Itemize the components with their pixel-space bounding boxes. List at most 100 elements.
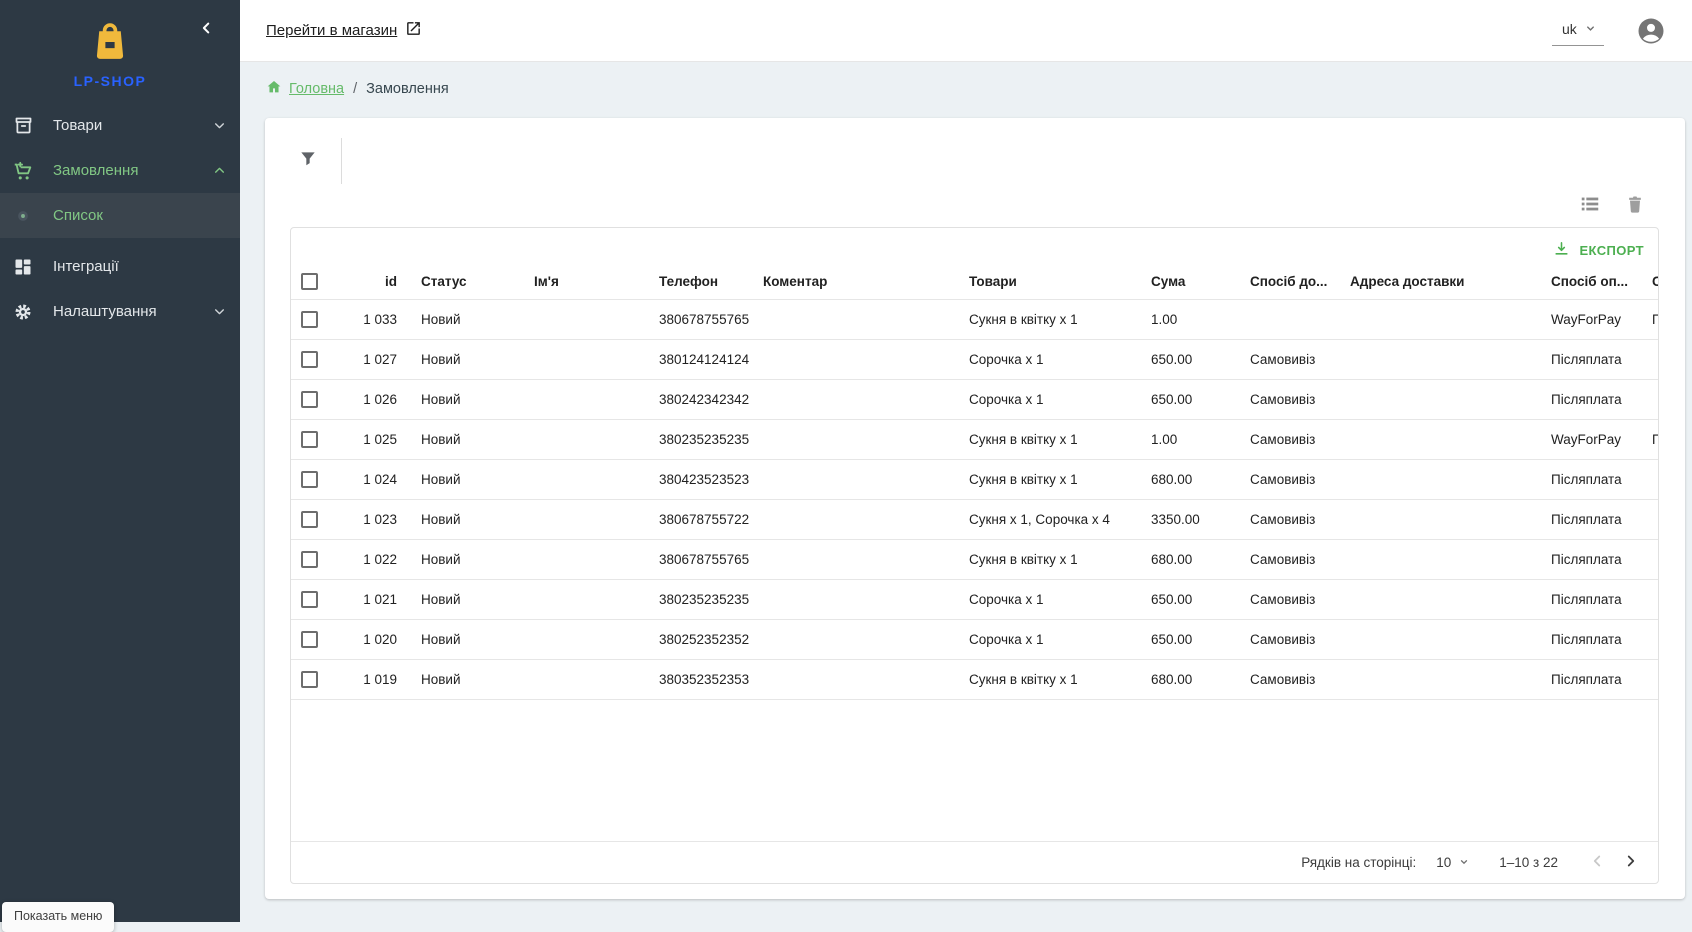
cell-payment_method: Післяплата	[1541, 539, 1642, 580]
row-checkbox[interactable]	[301, 350, 318, 368]
select-all-checkbox[interactable]	[301, 272, 318, 290]
cell-name	[524, 499, 649, 540]
cell-status: Новий	[411, 379, 524, 420]
filter-button[interactable]	[295, 148, 321, 174]
cell-products: Сукня в квітку x 1	[959, 539, 1141, 580]
export-button[interactable]: ЕКСПОРТ	[1553, 240, 1644, 260]
row-checkbox[interactable]	[301, 670, 318, 688]
sidebar-item-orders-list[interactable]: Список	[0, 193, 240, 238]
cell-status: Новий	[411, 579, 524, 620]
table-row[interactable]: 1 020 Новий 380252352352 Сорочка x 1 650.00 С…	[291, 619, 1658, 660]
row-checkbox[interactable]	[301, 430, 318, 448]
breadcrumb-current: Замовлення	[366, 81, 449, 97]
cell-phone: 380235235235	[649, 579, 753, 620]
cell-products: Сукня x 1, Сорочка x 4	[959, 499, 1141, 540]
language-value: uk	[1562, 21, 1577, 37]
prev-page-button[interactable]	[1580, 846, 1614, 880]
cell-name	[524, 339, 649, 380]
user-menu-button[interactable]	[1636, 16, 1666, 46]
column-header-status[interactable]: Статус	[411, 264, 524, 300]
cell-phone: 380242342342	[649, 379, 753, 420]
row-checkbox[interactable]	[301, 390, 318, 408]
cell-name	[524, 619, 649, 660]
language-select[interactable]: uk	[1552, 15, 1604, 46]
brand-name: LP-SHOP	[73, 73, 147, 89]
table-row[interactable]: 1 019 Новий 380352352353 Сукня в квітку x 1…	[291, 659, 1658, 700]
cell-payment_method: Післяплата	[1541, 459, 1642, 500]
filter-zone	[295, 136, 342, 186]
cell-status: Новий	[411, 499, 524, 540]
breadcrumb: Головна / Замовлення	[266, 79, 449, 99]
column-header-delivery-address[interactable]: Адреса доставки	[1340, 264, 1541, 300]
cell-payment_method: Післяплата	[1541, 339, 1642, 380]
column-header-payment-method[interactable]: Спосіб оп...	[1541, 264, 1642, 300]
list-action-icons	[1579, 193, 1647, 215]
column-header-phone[interactable]: Телефон	[649, 264, 753, 300]
filter-funnel-icon	[298, 149, 318, 174]
topbar: Перейти в магазин uk	[240, 0, 1692, 62]
cell-delivery_address	[1340, 419, 1541, 460]
table-row[interactable]: 1 024 Новий 380423523523 Сукня в квітку x 1…	[291, 459, 1658, 500]
table-row[interactable]: 1 033 Новий 380678755765 Сукня в квітку x 1…	[291, 299, 1658, 340]
cell-delivery_address	[1340, 339, 1541, 380]
cell-products: Сукня в квітку x 1	[959, 659, 1141, 700]
column-settings-button[interactable]	[1579, 193, 1601, 215]
sidebar-item-products[interactable]: Товари	[0, 103, 240, 148]
sidebar-item-label: Список	[53, 207, 103, 224]
column-header-delivery-method[interactable]: Спосіб до...	[1240, 264, 1340, 300]
column-header-name[interactable]: Ім'я	[524, 264, 649, 300]
row-checkbox[interactable]	[301, 310, 318, 328]
next-page-button[interactable]	[1614, 846, 1648, 880]
cell-status: Новий	[411, 459, 524, 500]
rows-per-page-select[interactable]: 10	[1436, 855, 1469, 870]
row-checkbox[interactable]	[301, 550, 318, 568]
app-logo[interactable]: LP-SHOP	[0, 22, 220, 89]
row-checkbox[interactable]	[301, 590, 318, 608]
cell-payment_status	[1642, 659, 1658, 700]
table-row[interactable]: 1 021 Новий 380235235235 Сорочка x 1 650.00 С…	[291, 579, 1658, 620]
row-checkbox[interactable]	[301, 630, 318, 648]
column-header-products[interactable]: Товари	[959, 264, 1141, 300]
table-row[interactable]: 1 022 Новий 380678755765 Сукня в квітку x 1…	[291, 539, 1658, 580]
table-row[interactable]: 1 025 Новий 380235235235 Сукня в квітку x 1…	[291, 419, 1658, 460]
chevron-left-icon	[198, 20, 214, 41]
breadcrumb-home-label: Головна	[289, 81, 345, 97]
cell-payment_status	[1642, 579, 1658, 620]
rows-per-page-label: Рядків на сторінці:	[1301, 855, 1417, 870]
pagination-range: 1–10 з 22	[1499, 855, 1558, 870]
chevron-right-icon	[1622, 852, 1640, 873]
cell-products: Сукня в квітку x 1	[959, 419, 1141, 460]
sidebar-item-settings[interactable]: Налаштування	[0, 289, 240, 334]
sidebar: LP-SHOP Товари Замовлення	[0, 0, 240, 932]
cell-name	[524, 419, 649, 460]
table-row[interactable]: 1 027 Новий 380124124124 Сорочка x 1 650.00 С…	[291, 339, 1658, 380]
cell-comment	[753, 579, 959, 620]
go-to-store-link[interactable]: Перейти в магазин	[266, 20, 422, 41]
sidebar-collapse-button[interactable]	[194, 18, 218, 42]
column-header-comment[interactable]: Коментар	[753, 264, 959, 300]
orders-list-card: ЕКСПОРТ id Статус	[265, 118, 1685, 899]
cell-comment	[753, 299, 959, 340]
row-checkbox[interactable]	[301, 510, 318, 528]
row-checkbox[interactable]	[301, 470, 318, 488]
sidebar-item-orders[interactable]: Замовлення	[0, 148, 240, 193]
cell-delivery_address	[1340, 499, 1541, 540]
cell-sum: 680.00	[1141, 659, 1240, 700]
breadcrumb-home-link[interactable]: Головна	[266, 79, 344, 99]
table-row[interactable]: 1 023 Новий 380678755722 Сукня x 1, Сорочка…	[291, 499, 1658, 540]
sidebar-item-label: Налаштування	[53, 303, 157, 320]
delete-button[interactable]	[1625, 193, 1647, 215]
download-icon	[1553, 240, 1570, 260]
sidebar-item-integrations[interactable]: Інтеграції	[0, 244, 240, 289]
table-row[interactable]: 1 026 Новий 380242342342 Сорочка x 1 650.00 С…	[291, 379, 1658, 420]
cell-delivery_address	[1340, 659, 1541, 700]
cell-sum: 650.00	[1141, 579, 1240, 620]
cell-payment_status	[1642, 459, 1658, 500]
dashboard-grid-icon	[11, 255, 35, 279]
column-header-id[interactable]: id	[333, 264, 411, 300]
column-header-sum[interactable]: Сума	[1141, 264, 1240, 300]
cell-comment	[753, 419, 959, 460]
column-header-payment-status[interactable]: С	[1642, 264, 1658, 300]
cart-plus-icon	[11, 159, 35, 183]
chevron-down-icon	[1459, 855, 1469, 870]
